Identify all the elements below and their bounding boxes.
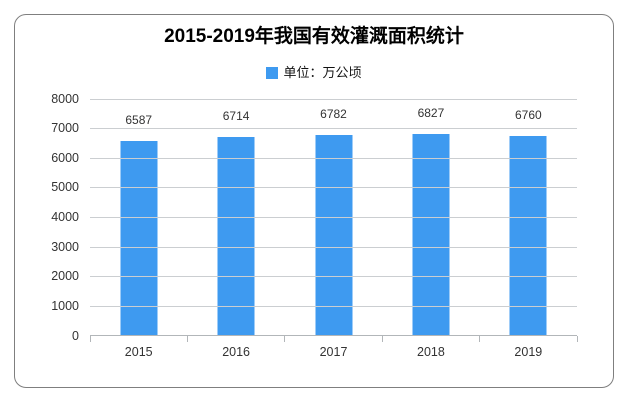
bar-value-label: 6587 bbox=[125, 112, 153, 127]
gridline bbox=[90, 187, 577, 189]
y-tick-label: 1000 bbox=[51, 298, 79, 313]
x-axis-tick bbox=[89, 336, 91, 342]
legend-label: 单位：万公顷 bbox=[283, 65, 362, 80]
gridline bbox=[90, 98, 577, 100]
y-tick-label: 6000 bbox=[51, 150, 79, 165]
gridline bbox=[90, 128, 577, 130]
bar-2015 bbox=[120, 140, 158, 336]
x-tick-label: 2016 bbox=[222, 345, 251, 359]
y-tick-label: 8000 bbox=[51, 91, 79, 106]
x-axis-line bbox=[90, 335, 577, 336]
bar-group-2016: 6714 2016 bbox=[187, 99, 286, 359]
bar-2017 bbox=[315, 135, 353, 336]
bar-group-2015: 6587 2015 bbox=[89, 99, 188, 359]
y-axis: 0 1000 2000 3000 4000 5000 6000 7000 8000 bbox=[15, 92, 79, 343]
gridline bbox=[90, 246, 577, 248]
gridline bbox=[90, 157, 577, 159]
gridline bbox=[90, 276, 577, 278]
legend: 单位：万公顷 bbox=[15, 65, 613, 80]
y-tick-label: 4000 bbox=[51, 210, 79, 224]
bar-2018 bbox=[412, 133, 450, 336]
gridline bbox=[90, 217, 577, 218]
bar-group-2018: 6827 2018 bbox=[382, 99, 481, 359]
x-axis-tick bbox=[576, 336, 578, 342]
plot-area: 6587 2015 6714 2016 6782 2017 6827 2018 6760 2019 bbox=[89, 98, 578, 359]
bar-2019 bbox=[509, 135, 547, 336]
x-tick-label: 2015 bbox=[124, 345, 153, 359]
x-axis-tick bbox=[381, 336, 383, 342]
bar-2016 bbox=[217, 137, 255, 336]
bar-value-label: 6782 bbox=[320, 107, 347, 122]
bar-group-2019: 6760 2019 bbox=[480, 99, 578, 359]
bar-columns: 6587 2015 6714 2016 6782 2017 6827 2018 6760 2019 bbox=[89, 99, 578, 359]
y-tick-label: 0 bbox=[72, 328, 79, 343]
x-axis-tick bbox=[284, 336, 286, 342]
x-tick-label: 2018 bbox=[417, 345, 445, 359]
y-tick-label: 7000 bbox=[51, 121, 79, 136]
x-axis-tick bbox=[186, 336, 188, 342]
x-tick-label: 2019 bbox=[514, 345, 543, 359]
x-axis-tick bbox=[479, 336, 481, 342]
y-tick-label: 2000 bbox=[51, 269, 79, 284]
y-tick-label: 5000 bbox=[51, 180, 79, 195]
chart-title: 2015-2019年我国有效灌溉面积统计 bbox=[164, 26, 464, 47]
x-tick-label: 2017 bbox=[319, 345, 348, 359]
gridline bbox=[90, 305, 577, 307]
legend-swatch-icon bbox=[266, 66, 279, 79]
chart-card: 2015-2019年我国有效灌溉面积统计 单位：万公顷 0 1000 2000 300… bbox=[14, 14, 614, 388]
y-tick-label: 3000 bbox=[51, 239, 79, 254]
bar-value-label: 6760 bbox=[514, 107, 542, 122]
bar-group-2017: 6782 2017 bbox=[285, 99, 383, 359]
bar-value-label: 6714 bbox=[222, 109, 250, 124]
bar-value-label: 6827 bbox=[417, 105, 445, 120]
